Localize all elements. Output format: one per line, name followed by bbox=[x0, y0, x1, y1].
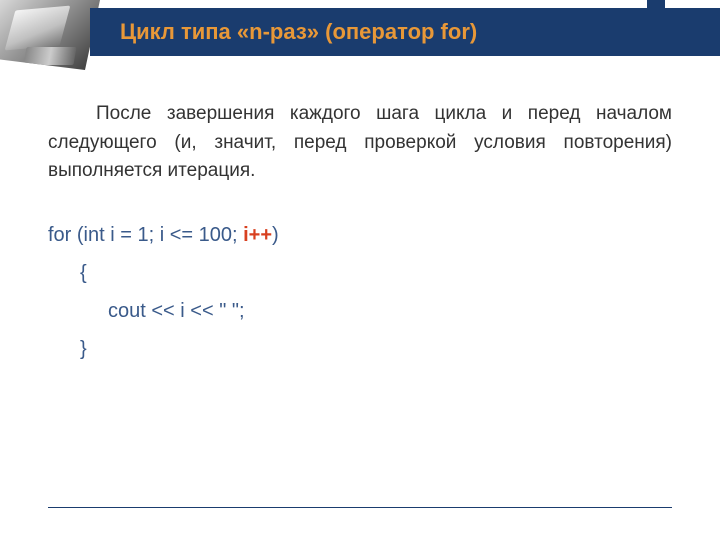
code-line-cout: cout << i << " "; bbox=[48, 292, 672, 330]
description-paragraph: После завершения каждого шага цикла и пе… bbox=[48, 100, 672, 186]
slide-header: Цикл типа «n-раз» (оператор for) bbox=[90, 8, 720, 56]
code-line-close-brace: } bbox=[48, 330, 672, 368]
code-example: for (int i = 1; i <= 100; i++) { cout <<… bbox=[48, 216, 672, 368]
code-text: for (int i = 1; i <= 100; bbox=[48, 224, 243, 246]
code-line-open-brace: { bbox=[48, 254, 672, 292]
code-line-for: for (int i = 1; i <= 100; i++) bbox=[48, 216, 672, 254]
code-highlight-increment: i++ bbox=[243, 224, 272, 246]
corner-decoration-image bbox=[0, 0, 100, 70]
slide-title: Цикл типа «n-раз» (оператор for) bbox=[120, 19, 477, 45]
slide-content: После завершения каждого шага цикла и пе… bbox=[48, 100, 672, 368]
code-text: ) bbox=[272, 224, 279, 246]
footer-divider bbox=[48, 507, 672, 508]
